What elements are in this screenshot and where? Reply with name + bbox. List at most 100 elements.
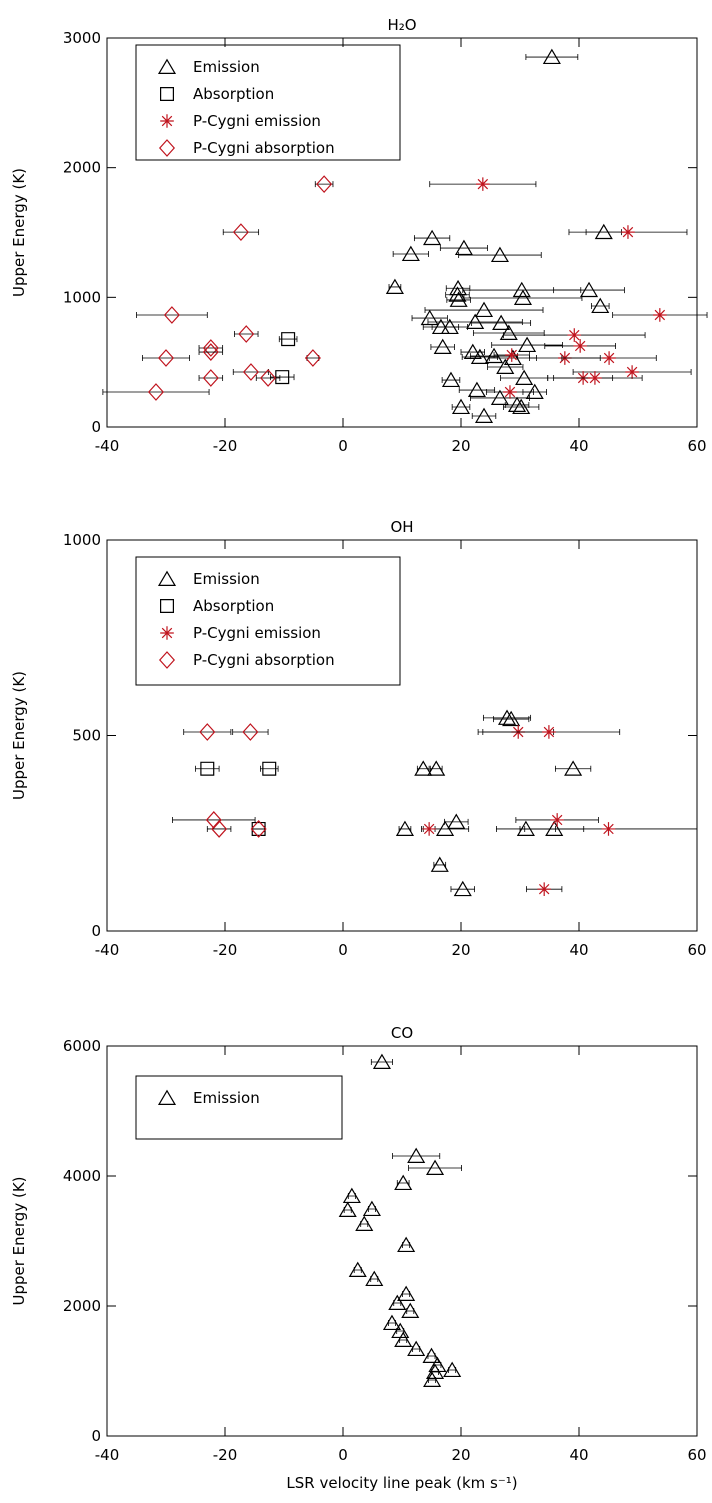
point	[493, 710, 530, 727]
y-tick-label: 3000	[63, 29, 101, 47]
marker	[394, 1331, 413, 1347]
marker	[484, 347, 504, 364]
marker	[163, 306, 180, 324]
legend-label: Emission	[193, 1089, 260, 1107]
marker	[275, 370, 290, 385]
point	[612, 308, 708, 322]
y-axis-label: Upper Energy (K)	[10, 168, 28, 297]
marker	[147, 383, 164, 401]
legend-label: P-Cygni emission	[193, 624, 321, 642]
marker	[401, 245, 420, 262]
marker	[430, 856, 449, 872]
error-bar	[424, 307, 544, 314]
point	[544, 339, 616, 353]
marker	[463, 343, 482, 360]
point	[183, 723, 232, 741]
marker	[433, 338, 452, 354]
error-bar	[451, 404, 471, 411]
error-bar	[102, 388, 210, 395]
error-bar	[430, 343, 455, 350]
marker	[490, 246, 509, 263]
point	[102, 383, 210, 401]
legend-label: Emission	[193, 570, 260, 588]
legend-marker	[160, 114, 174, 128]
marker	[407, 1147, 426, 1163]
error-bar	[136, 311, 208, 318]
point	[314, 175, 334, 194]
marker	[470, 348, 489, 364]
point	[370, 1053, 393, 1069]
marker	[440, 318, 459, 335]
marker	[242, 723, 259, 741]
point	[411, 309, 448, 326]
marker	[602, 351, 616, 365]
legend-marker	[157, 1089, 177, 1105]
marker	[427, 760, 446, 776]
point	[355, 1215, 374, 1231]
marker	[199, 723, 216, 741]
marker	[564, 760, 583, 776]
error-bar	[234, 331, 259, 338]
point	[451, 398, 471, 415]
point	[485, 385, 534, 399]
point	[590, 297, 610, 314]
x-tick-label: -20	[213, 941, 238, 959]
marker	[338, 1201, 357, 1217]
point	[172, 811, 256, 829]
point	[142, 349, 190, 367]
legend-label: P-Cygni absorption	[193, 139, 335, 157]
error-bar	[500, 374, 549, 381]
point	[395, 820, 414, 836]
marker	[499, 324, 518, 340]
point	[260, 761, 279, 776]
marker	[242, 363, 259, 381]
point	[270, 370, 295, 385]
marker	[503, 385, 517, 399]
legend-label: Absorption	[193, 597, 274, 615]
point	[503, 398, 540, 415]
marker	[202, 369, 219, 387]
marker	[497, 709, 517, 725]
error-bar	[198, 345, 224, 352]
point	[441, 371, 461, 388]
marker	[474, 301, 494, 318]
error-bar	[493, 716, 530, 723]
point	[414, 760, 433, 776]
error-bar	[142, 355, 190, 362]
marker	[355, 1215, 374, 1231]
error-bar	[222, 229, 260, 236]
marker	[395, 820, 414, 836]
error-bar	[590, 303, 610, 310]
error-bar	[439, 245, 488, 252]
x-tick-label: -20	[213, 437, 238, 455]
error-bar	[525, 54, 579, 61]
point	[471, 314, 532, 331]
marker	[451, 398, 471, 415]
error-bar	[232, 369, 270, 376]
marker	[348, 1261, 367, 1277]
point	[572, 365, 692, 379]
x-tick-label: -20	[213, 1446, 238, 1464]
point	[423, 1371, 442, 1387]
x-tick-label: -40	[95, 1446, 120, 1464]
point	[519, 822, 698, 836]
point	[198, 369, 224, 387]
point	[553, 281, 625, 298]
marker	[250, 820, 267, 838]
error-bar	[471, 412, 497, 419]
chart-title: H₂O	[387, 16, 416, 34]
marker	[476, 177, 490, 191]
point	[487, 358, 524, 374]
point	[547, 371, 643, 385]
marker	[362, 1200, 381, 1217]
x-tick-label: 20	[451, 1446, 470, 1464]
point	[348, 1261, 367, 1277]
marker	[414, 760, 433, 776]
point	[425, 1363, 445, 1379]
error-bar	[198, 374, 224, 381]
chart-title: CO	[391, 1024, 413, 1042]
marker	[382, 1314, 402, 1331]
marker	[466, 313, 485, 329]
y-tick-label: 1000	[63, 531, 101, 549]
marker	[518, 336, 537, 353]
